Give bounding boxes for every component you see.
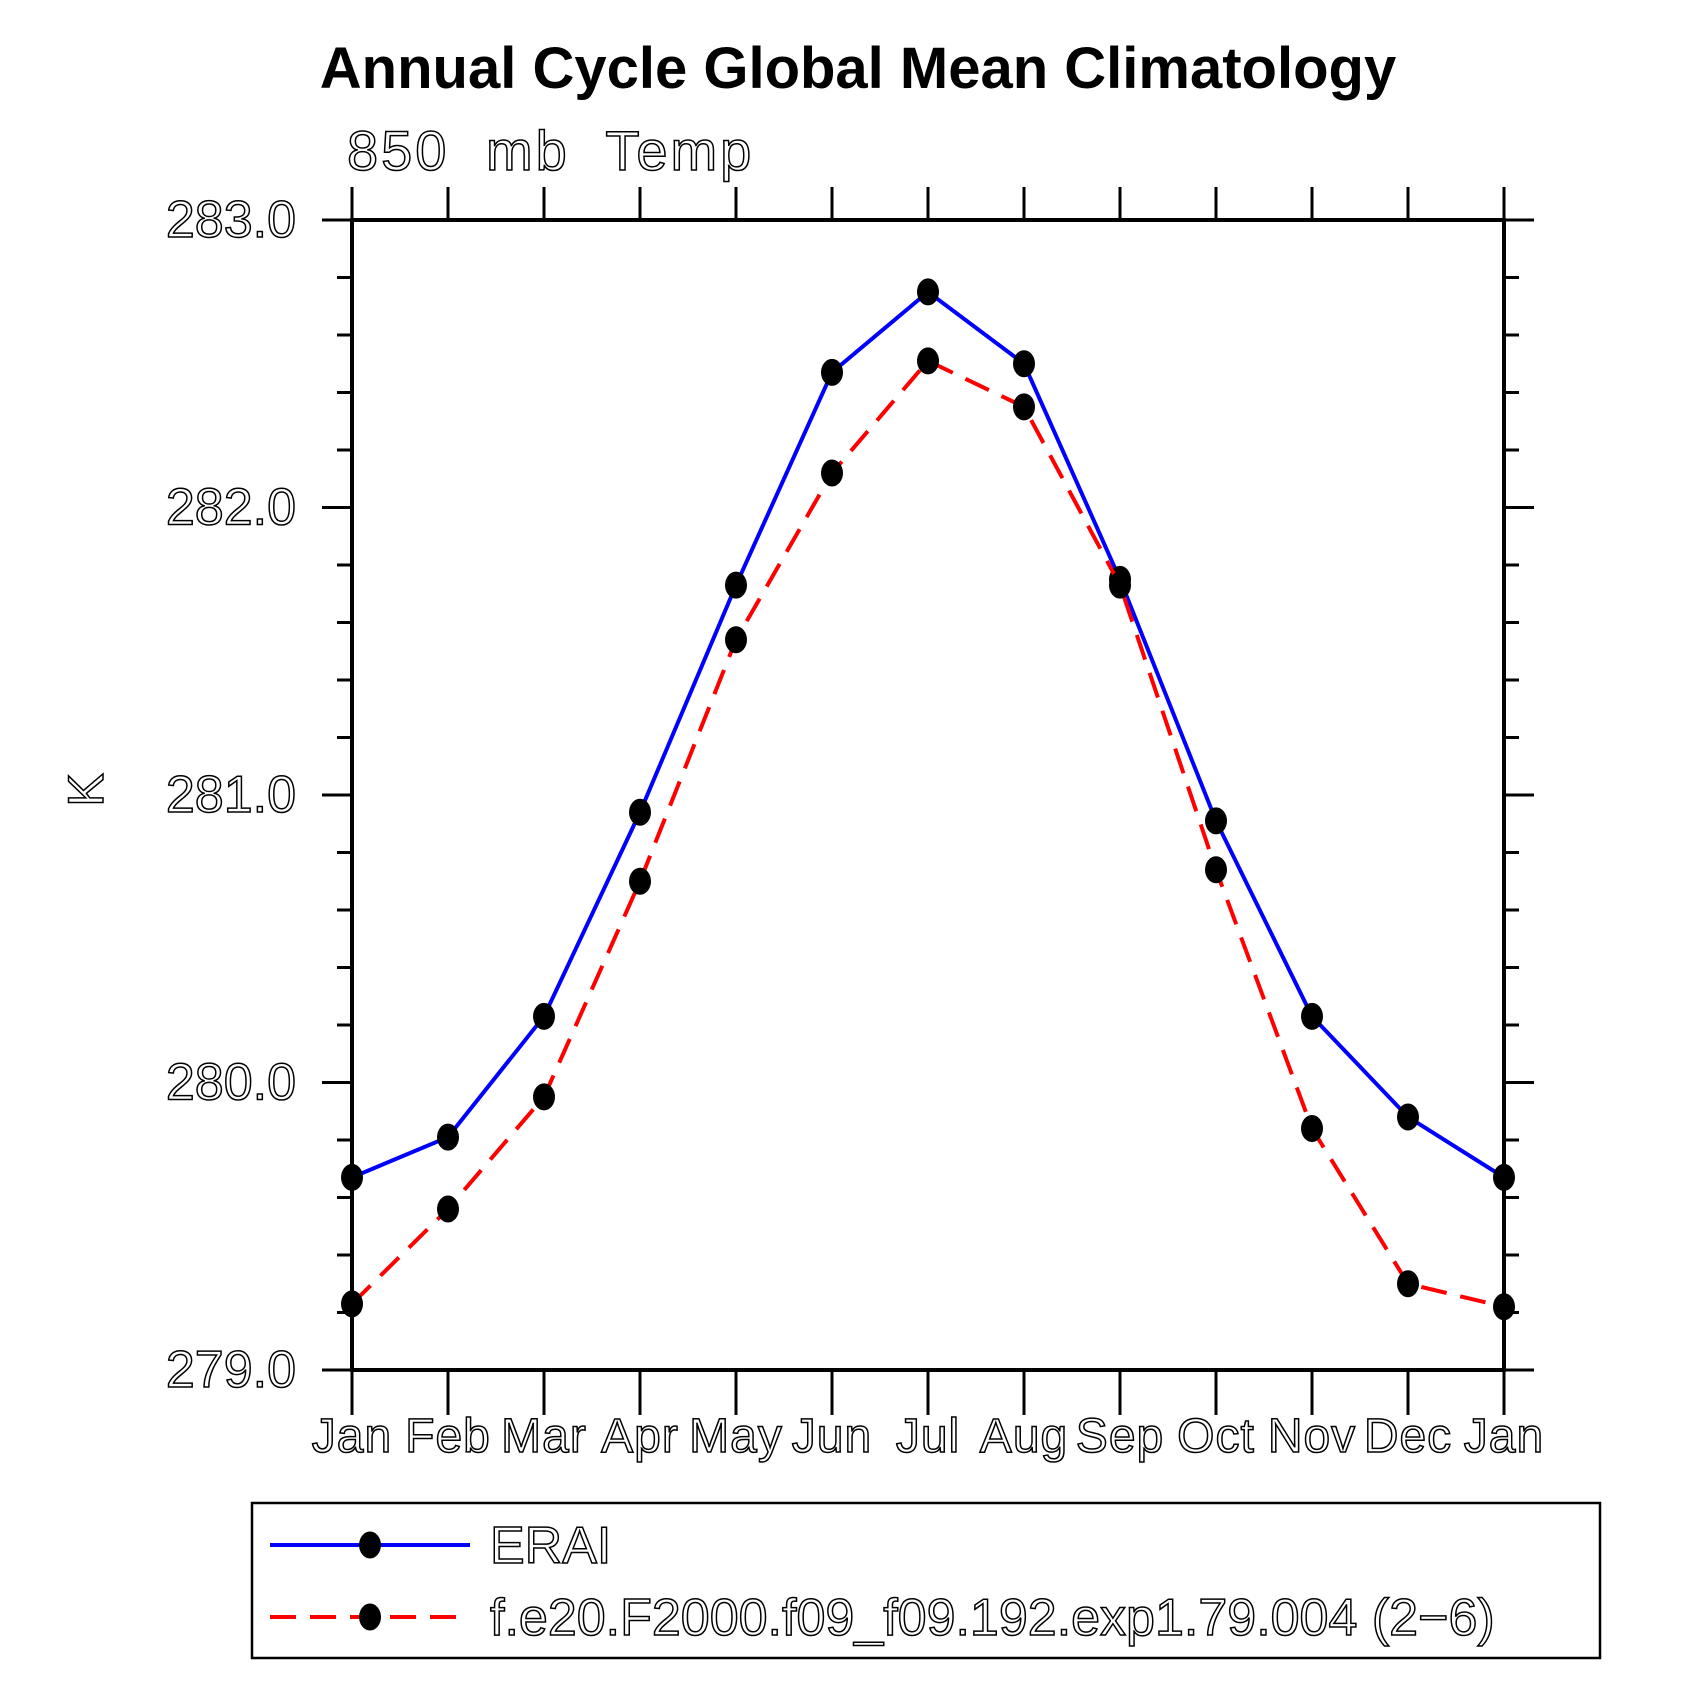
data-point-marker	[533, 1002, 555, 1030]
data-point-marker	[1205, 856, 1227, 884]
y-axis-title: K	[58, 773, 114, 806]
data-point-marker	[725, 571, 747, 599]
legend-marker-dot	[359, 1603, 381, 1631]
data-point-marker	[1013, 350, 1035, 378]
data-point-marker	[1493, 1293, 1515, 1321]
data-point-marker	[821, 459, 843, 487]
y-tick-label: 283.0	[166, 191, 296, 249]
data-point-marker	[437, 1123, 459, 1151]
axis-box	[350, 218, 1506, 1372]
y-tick-label: 281.0	[166, 766, 296, 824]
x-tick-label: Nov	[1268, 1410, 1356, 1463]
y-tick-label: 279.0	[166, 1341, 296, 1399]
x-tick-label: Jun	[792, 1410, 872, 1463]
x-tick-label: Dec	[1364, 1410, 1452, 1463]
x-tick-label: Jan	[1464, 1410, 1544, 1463]
x-tick-label: Oct	[1177, 1410, 1255, 1463]
data-point-marker	[437, 1195, 459, 1223]
data-point-marker	[341, 1163, 363, 1191]
data-point-marker	[533, 1083, 555, 1111]
data-point-marker	[725, 626, 747, 654]
series-line-erai	[351, 289, 1506, 1180]
legend: ERAI f.e20.F2000.f09_f09.192.exp1.79.004…	[250, 1501, 1602, 1660]
series-line-model	[350, 358, 1505, 1309]
legend-label-model: f.e20.F2000.f09_f09.192.exp1.79.004 (2−6…	[490, 1589, 1495, 1647]
y-tick-label: 280.0	[166, 1054, 296, 1112]
data-point-marker	[341, 1290, 363, 1318]
y-tick-label: 282.0	[166, 479, 296, 537]
data-point-marker	[1301, 1002, 1323, 1030]
x-tick-label: Jan	[312, 1410, 392, 1463]
chart-title: Annual Cycle Global Mean Climatology	[320, 36, 1396, 101]
legend-item-model: f.e20.F2000.f09_f09.192.exp1.79.004 (2−6…	[270, 1588, 1495, 1648]
plot-area: Jan Feb Mar Apr May Jun Jul Aug Sep Oct Nov Dec Jan2…	[165, 187, 1544, 1464]
data-point-marker	[917, 278, 939, 306]
legend-box	[250, 1501, 1602, 1660]
data-point-marker	[629, 867, 651, 895]
data-point-marker	[1301, 1115, 1323, 1142]
data-point-marker	[1109, 571, 1131, 599]
data-point-marker	[1013, 393, 1035, 421]
legend-item-erai: ERAI	[270, 1516, 612, 1576]
legend-marker-dot	[359, 1531, 381, 1559]
x-tick-label: Jul	[896, 1410, 960, 1463]
data-point-marker	[917, 347, 939, 375]
legend-label-erai: ERAI	[490, 1517, 611, 1575]
data-point-marker	[821, 358, 843, 386]
chart-subtitle: 850 mb Temp	[347, 119, 754, 182]
x-tick-label: Apr	[601, 1410, 679, 1463]
x-tick-label: Feb	[405, 1410, 491, 1463]
data-point-marker	[1205, 807, 1227, 835]
x-tick-label: Aug	[980, 1410, 1068, 1463]
data-point-marker	[629, 798, 651, 826]
data-point-marker	[1397, 1103, 1419, 1131]
data-point-marker	[1493, 1163, 1515, 1191]
x-tick-label: Mar	[501, 1410, 587, 1463]
x-tick-label: Sep	[1076, 1410, 1164, 1463]
data-point-marker	[1397, 1270, 1419, 1298]
x-tick-label: May	[689, 1410, 783, 1463]
